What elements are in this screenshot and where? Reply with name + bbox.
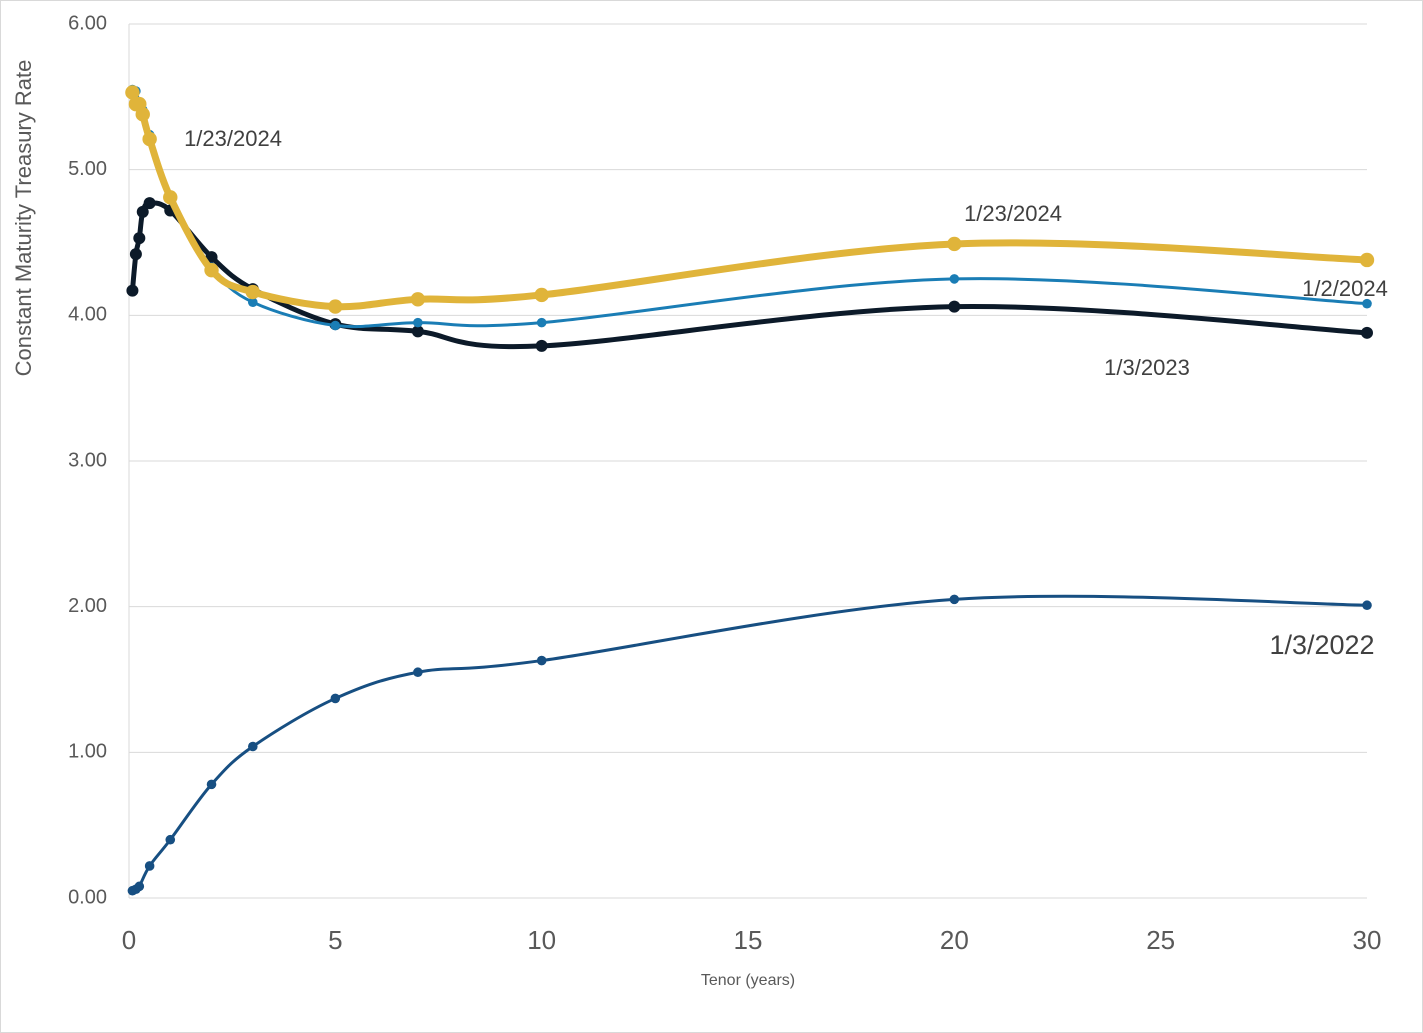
data-point xyxy=(163,190,178,205)
x-axis-title: Tenor (years) xyxy=(701,972,795,989)
x-tick-label: 15 xyxy=(734,925,763,955)
x-tick-label: 5 xyxy=(328,925,342,955)
data-point xyxy=(413,667,423,678)
x-tick-label: 10 xyxy=(527,925,556,955)
data-point xyxy=(948,300,961,313)
data-point xyxy=(133,232,146,245)
data-point xyxy=(165,834,176,845)
data-point xyxy=(1361,326,1373,339)
y-tick-label: 1.00 xyxy=(68,741,107,763)
x-tick-label: 0 xyxy=(122,925,136,955)
data-point xyxy=(126,284,139,297)
data-point xyxy=(134,881,145,892)
data-point xyxy=(144,861,155,871)
data-point xyxy=(245,284,260,300)
data-point xyxy=(1362,600,1372,611)
series-label: 1/3/2022 xyxy=(1269,630,1374,660)
data-point xyxy=(125,85,140,100)
data-point xyxy=(330,693,341,704)
y-tick-label: 2.00 xyxy=(68,595,107,617)
data-point xyxy=(411,325,424,338)
x-tick-label: 25 xyxy=(1146,925,1175,955)
data-point xyxy=(947,236,962,252)
data-point xyxy=(205,251,218,264)
y-tick-label: 0.00 xyxy=(68,886,107,908)
data-point xyxy=(328,299,343,314)
data-point xyxy=(129,248,142,261)
data-point xyxy=(204,262,219,278)
data-point xyxy=(135,107,150,122)
series-label: 1/2/2024 xyxy=(1302,276,1388,301)
data-point xyxy=(413,317,423,328)
data-point xyxy=(410,292,426,307)
data-point xyxy=(248,741,258,752)
x-tick-label: 20 xyxy=(940,925,969,955)
data-point xyxy=(1359,252,1375,268)
y-tick-label: 4.00 xyxy=(68,304,107,326)
data-point xyxy=(143,197,156,210)
series-line xyxy=(129,200,1368,350)
series-label: 1/3/2023 xyxy=(1104,355,1190,380)
y-tick-label: 3.00 xyxy=(68,449,107,471)
y-tick-label: 5.00 xyxy=(68,158,107,180)
y-tick-label: 6.00 xyxy=(68,12,107,34)
data-point xyxy=(949,274,960,284)
x-tick-label: 30 xyxy=(1353,925,1382,955)
data-point xyxy=(536,655,547,666)
data-point xyxy=(136,205,149,218)
series-label: 1/23/2024 xyxy=(184,126,282,151)
data-point xyxy=(534,287,549,303)
data-point xyxy=(1362,298,1372,309)
data-point xyxy=(535,339,548,352)
series-label: 1/23/2024 xyxy=(964,201,1062,226)
data-point xyxy=(330,320,341,331)
data-point xyxy=(248,297,258,308)
data-point xyxy=(206,779,217,790)
data-point xyxy=(142,131,157,147)
data-point xyxy=(536,317,547,328)
data-point xyxy=(949,594,960,605)
y-axis-title: Constant Maturity Treasury Rate xyxy=(11,60,36,377)
